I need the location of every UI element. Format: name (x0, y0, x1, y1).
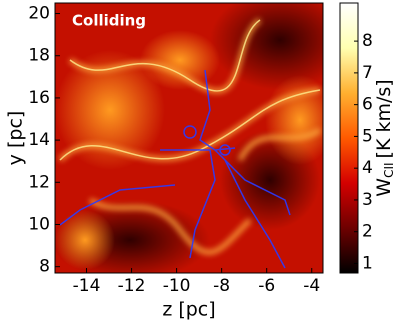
colorbar-tick-label: 5 (362, 126, 373, 146)
colorbar (339, 2, 359, 274)
y-tick-label: 18 (28, 46, 50, 66)
colorbar-tick-label: 2 (362, 222, 373, 242)
colorbar-tick-label: 3 (362, 190, 373, 210)
x-tick-label: -4 (303, 276, 320, 296)
colorbar-tick-label: 4 (362, 158, 373, 178)
colorbar-tick-label: 1 (362, 253, 373, 273)
y-tick-label: 14 (28, 130, 50, 150)
colorbar-tick-label: 6 (362, 95, 373, 115)
y-tick-label: 8 (39, 257, 50, 277)
y-tick-label: 10 (28, 214, 50, 234)
colorbar-tick-label: 8 (362, 31, 373, 51)
colorbar-tick-label: 7 (362, 63, 373, 83)
y-tick-label: 16 (28, 88, 50, 108)
x-axis-label: z [pc] (162, 299, 215, 321)
colorbar-label-main: W (373, 178, 395, 197)
colorbar-label: WCII [K km/s] (373, 79, 396, 196)
y-tick-label: 12 (28, 172, 50, 192)
plot-frame (54, 2, 324, 274)
colorbar-label-unit: [K km/s] (373, 79, 395, 158)
x-tick-label: -8 (213, 276, 230, 296)
x-tick-label: -14 (73, 276, 101, 296)
colorbar-label-sub: CII (382, 162, 396, 177)
y-tick-label: 20 (28, 4, 50, 24)
annotation: Colliding (72, 12, 146, 30)
x-tick-label: -6 (258, 276, 275, 296)
heatmap-image (55, 3, 323, 273)
x-tick-label: -12 (118, 276, 146, 296)
y-axis-label: y [pc] (5, 111, 27, 166)
x-tick-label: -10 (163, 276, 191, 296)
